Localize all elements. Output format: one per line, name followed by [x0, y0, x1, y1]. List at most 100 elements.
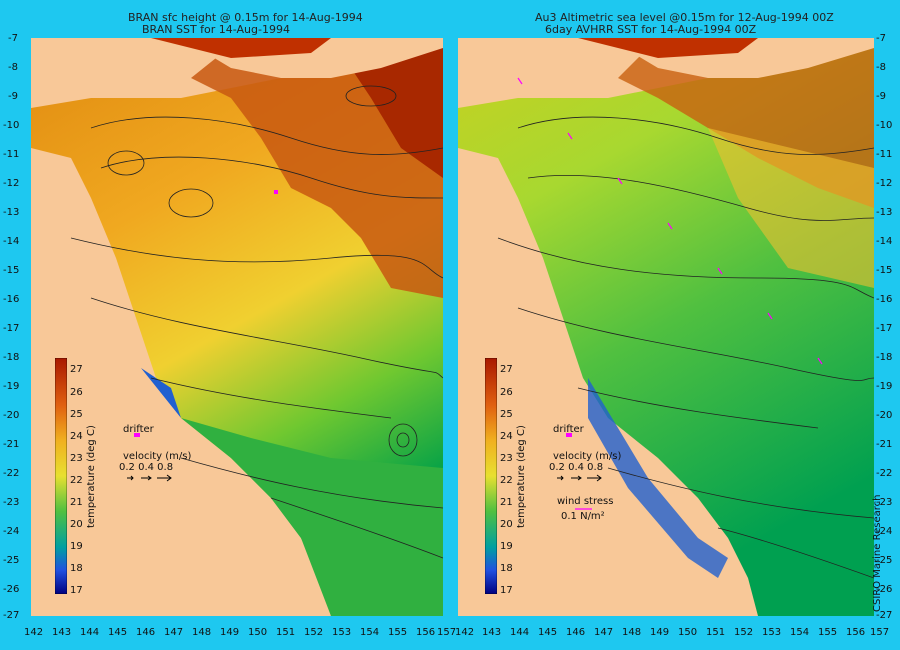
left-sst-map	[31, 38, 443, 616]
left-drifter-marker	[134, 433, 140, 437]
x-tick: 151	[706, 627, 726, 638]
y-tick: -20	[3, 410, 20, 421]
left-velocity-arrows	[127, 474, 172, 482]
y-tick: -10	[876, 120, 893, 131]
colorbar-tick: 27	[500, 364, 513, 375]
x-tick: 142	[24, 627, 44, 638]
colorbar-tick: 27	[70, 364, 83, 375]
y-tick: -7	[876, 33, 886, 44]
y-tick: -24	[3, 526, 20, 537]
y-tick: -9	[8, 91, 18, 102]
right-colorbar	[485, 358, 497, 594]
credit-text: CSIRO Marine Research	[872, 494, 883, 612]
y-tick: -27	[3, 610, 20, 621]
colorbar-tick: 24	[500, 431, 513, 442]
right-colorbar-label: temperature (deg C)	[516, 425, 527, 528]
right-title-line2: 6day AVHRR SST for 14-Aug-1994 00Z	[545, 23, 757, 36]
colorbar-tick: 23	[500, 453, 513, 464]
x-tick: 154	[360, 627, 380, 638]
colorbar-tick: 21	[70, 497, 83, 508]
colorbar-tick: 17	[70, 585, 83, 596]
x-tick: 144	[510, 627, 530, 638]
right-title-line1: Au3 Altimetric sea level @0.15m for 12-A…	[535, 11, 834, 24]
x-tick: 152	[734, 627, 754, 638]
y-tick: -16	[3, 294, 20, 305]
colorbar-tick: 22	[70, 475, 83, 486]
y-tick: -14	[876, 236, 893, 247]
left-colorbar	[55, 358, 67, 594]
y-tick: -13	[876, 207, 893, 218]
y-tick: -23	[876, 497, 893, 508]
y-tick: -18	[3, 352, 20, 363]
right-velocity-arrows	[557, 474, 602, 482]
x-tick: 157	[870, 627, 890, 638]
right-sst-map	[458, 38, 874, 616]
y-tick: -9	[876, 91, 886, 102]
x-tick: 143	[482, 627, 502, 638]
x-tick: 151	[276, 627, 296, 638]
y-tick: -12	[3, 178, 20, 189]
y-tick: -17	[876, 323, 893, 334]
x-tick: 148	[192, 627, 212, 638]
colorbar-tick: 19	[500, 541, 513, 552]
y-tick: -11	[876, 149, 893, 160]
x-tick: 155	[818, 627, 838, 638]
x-tick: 149	[650, 627, 670, 638]
y-tick: -10	[3, 120, 20, 131]
y-tick: -23	[3, 497, 20, 508]
wind-stress-label: wind stress	[557, 496, 614, 507]
y-tick: -19	[3, 381, 20, 392]
x-tick: 155	[388, 627, 408, 638]
colorbar-tick: 25	[70, 409, 83, 420]
y-tick: -25	[3, 555, 20, 566]
x-tick: 146	[136, 627, 156, 638]
x-tick: 145	[108, 627, 128, 638]
x-tick: 153	[762, 627, 782, 638]
right-velocity-label: velocity (m/s)	[553, 451, 622, 462]
y-tick: -19	[876, 381, 893, 392]
x-tick: 144	[80, 627, 100, 638]
y-tick: -21	[3, 439, 20, 450]
wind-stress-arrow	[575, 508, 592, 510]
left-velocity-scale: 0.2 0.4 0.8	[119, 462, 174, 473]
y-tick: -16	[876, 294, 893, 305]
left-title-line2: BRAN SST for 14-Aug-1994	[142, 23, 290, 36]
x-tick: 145	[538, 627, 558, 638]
right-drifter-label: drifter	[553, 424, 584, 435]
y-tick: -15	[3, 265, 20, 276]
y-tick: -24	[876, 526, 893, 537]
colorbar-tick: 26	[70, 387, 83, 398]
right-drifter-marker	[566, 433, 572, 437]
colorbar-tick: 18	[70, 563, 83, 574]
x-tick: 150	[678, 627, 698, 638]
y-tick: -27	[876, 610, 893, 621]
x-tick: 148	[622, 627, 642, 638]
y-tick: -8	[8, 62, 18, 73]
x-tick: 153	[332, 627, 352, 638]
colorbar-tick: 24	[70, 431, 83, 442]
colorbar-tick: 18	[500, 563, 513, 574]
x-tick: 150	[248, 627, 268, 638]
x-tick: 147	[164, 627, 184, 638]
x-tick: 142	[455, 627, 475, 638]
x-tick: 147	[594, 627, 614, 638]
y-tick: -11	[3, 149, 20, 160]
y-tick: -18	[876, 352, 893, 363]
y-tick: -8	[876, 62, 886, 73]
colorbar-tick: 25	[500, 409, 513, 420]
x-tick: 157	[437, 627, 457, 638]
left-colorbar-label: temperature (deg C)	[86, 425, 97, 528]
y-tick: -26	[3, 584, 20, 595]
y-tick: -26	[876, 584, 893, 595]
x-tick: 146	[566, 627, 586, 638]
y-tick: -25	[876, 555, 893, 566]
colorbar-tick: 22	[500, 475, 513, 486]
colorbar-tick: 20	[70, 519, 83, 530]
y-tick: -12	[876, 178, 893, 189]
colorbar-tick: 21	[500, 497, 513, 508]
y-tick: -13	[3, 207, 20, 218]
left-drifter-label: drifter	[123, 424, 154, 435]
colorbar-tick: 23	[70, 453, 83, 464]
y-tick: -22	[3, 468, 20, 479]
